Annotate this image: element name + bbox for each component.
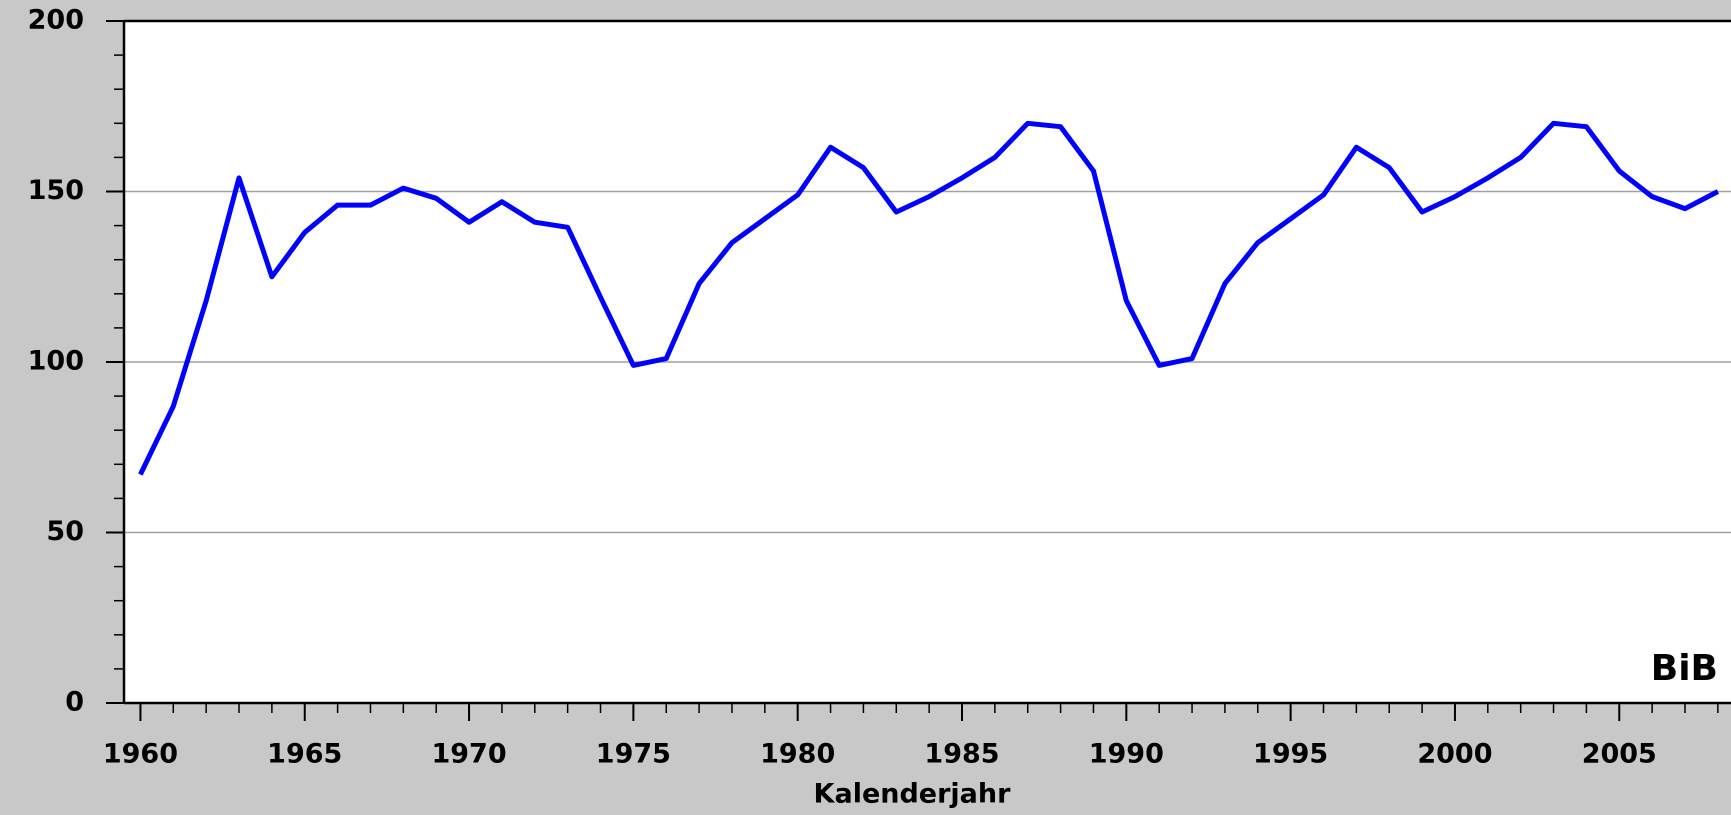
data-line	[138, 120, 1720, 476]
x-tick-label: 1975	[596, 739, 671, 770]
x-tick-label: 1980	[760, 739, 835, 770]
x-tick-label: 2000	[1417, 739, 1492, 770]
x-tick-label: 1990	[1089, 739, 1164, 770]
y-tick-label: 150	[28, 175, 84, 206]
x-tick-label: 1970	[431, 739, 506, 770]
x-tick-label: 1960	[103, 739, 178, 770]
watermark: BiB	[1651, 648, 1718, 689]
x-tick-label: 1965	[267, 739, 342, 770]
y-tick-label: 200	[28, 5, 84, 36]
y-tick-label: 0	[65, 687, 84, 718]
y-tick-label: 50	[46, 516, 84, 547]
x-tick-label: 2005	[1582, 739, 1657, 770]
x-tick-label: 1985	[924, 739, 999, 770]
x-tick-label: 1995	[1253, 739, 1328, 770]
y-tick-label: 100	[28, 346, 84, 377]
x-axis-label: Kalenderjahr	[814, 779, 1012, 810]
